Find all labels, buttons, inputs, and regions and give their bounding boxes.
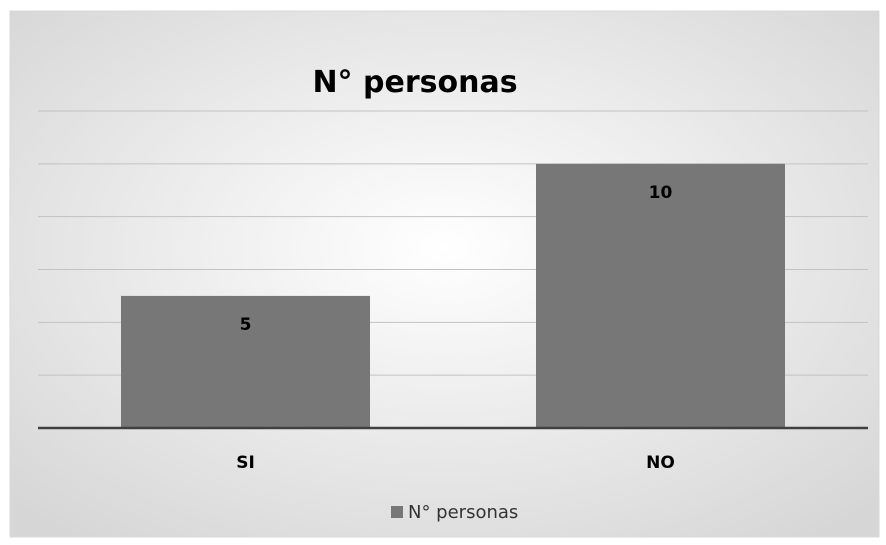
bar-si	[121, 295, 370, 428]
chart-title: N° personas	[312, 65, 517, 100]
bars	[121, 163, 785, 429]
data-label: 5	[240, 315, 252, 335]
legend: N° personas	[391, 502, 518, 523]
x-tick-label: NO	[646, 453, 675, 473]
bar-no	[536, 163, 785, 429]
data-labels: 5 10	[240, 183, 673, 335]
x-tick-label: SI	[236, 453, 255, 473]
legend-label: N° personas	[408, 502, 518, 523]
legend-swatch	[391, 506, 403, 518]
x-tick-labels: SI NO	[236, 453, 675, 473]
data-label: 10	[649, 183, 673, 203]
